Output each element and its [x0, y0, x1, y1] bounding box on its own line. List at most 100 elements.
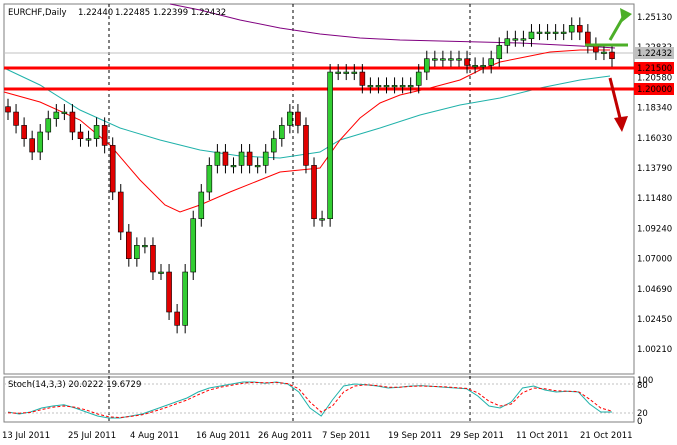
candle [472, 57, 478, 74]
candle [536, 24, 543, 41]
candle [407, 77, 414, 94]
candle [552, 24, 559, 41]
candle [85, 130, 92, 147]
candle [295, 104, 301, 134]
price-tag-box [634, 62, 674, 74]
price-tick-label: 1.16030 [637, 134, 672, 144]
candle [13, 104, 19, 134]
price-tick-label: 1.04690 [637, 285, 672, 295]
candle [399, 77, 406, 94]
candle [182, 264, 188, 334]
price-tick-label: 1.09240 [637, 224, 672, 234]
candle [254, 157, 261, 174]
candle [134, 237, 140, 267]
ma-teal-line [3, 67, 611, 159]
candle [45, 110, 52, 141]
candle [448, 50, 454, 67]
red-down-arrow [608, 77, 628, 132]
price-tick-label: 1.13790 [637, 164, 672, 174]
candle [423, 50, 430, 81]
candle [576, 17, 583, 41]
time-tick-label: 25 Jul 2011 [68, 431, 116, 441]
candle [174, 304, 180, 334]
candle [37, 124, 44, 161]
candle [480, 57, 486, 74]
candle [5, 98, 11, 121]
candle [335, 64, 341, 81]
candle [488, 50, 495, 74]
candle [287, 104, 293, 134]
candle [327, 64, 333, 227]
price-tick-label: 1.07000 [637, 255, 672, 265]
candle [311, 157, 317, 227]
candle [142, 237, 148, 254]
ohlc-header-low: 1.22399 [153, 8, 188, 18]
stoch-signal-line [7, 381, 613, 419]
candle [528, 24, 535, 47]
stoch-tick-0: 0 [637, 417, 642, 427]
time-tick-label: 29 Sep 2011 [450, 431, 504, 441]
candle [61, 104, 68, 121]
stoch-tick-100: 100 [637, 376, 653, 386]
candle [601, 44, 607, 61]
price-tag-label: 1.21500 [637, 64, 672, 74]
candle [456, 50, 462, 67]
stoch-tick-20: 20 [637, 409, 648, 419]
candle [512, 30, 519, 47]
candle [383, 77, 390, 94]
candle [367, 77, 374, 94]
candle [319, 210, 325, 227]
price-tick-label: 1.02450 [637, 315, 672, 325]
time-tick-label: 19 Sep 2011 [388, 431, 442, 441]
candle [464, 50, 470, 74]
stoch-header: Stoch(14,3,3) 20.0222 19.6729 [8, 380, 141, 390]
time-axis: 13 Jul 2011 25 Jul 2011 4 Aug 2011 16 Aug 2… [2, 431, 633, 441]
candles [5, 17, 615, 334]
ohlc-header-high: 1.22485 [115, 8, 150, 18]
candle [262, 144, 269, 174]
price-tag-label: 1.22432 [637, 49, 672, 59]
candle [375, 77, 382, 94]
ohlc-header-symbol: EURCHF,Daily [8, 8, 67, 18]
candle [440, 50, 446, 67]
candle [214, 144, 221, 174]
candle [279, 117, 285, 147]
time-tick-label: 21 Oct 2011 [580, 431, 633, 441]
candle [69, 104, 76, 141]
candle [432, 50, 438, 67]
candle [391, 77, 398, 94]
candle [343, 64, 350, 81]
candle [568, 17, 575, 41]
candle [126, 224, 132, 267]
candle [303, 117, 309, 174]
price-tag-box [634, 47, 674, 59]
time-tick-label: 26 Aug 2011 [258, 431, 312, 441]
price-tick-label: 1.00210 [637, 345, 672, 355]
candle [198, 184, 205, 227]
candle [109, 137, 116, 201]
candle [359, 64, 366, 94]
candle [415, 64, 422, 94]
candle [190, 210, 197, 281]
candle [53, 104, 60, 127]
candle [544, 24, 551, 41]
candle [166, 264, 172, 321]
candle [117, 184, 124, 241]
candle [504, 30, 511, 54]
candle [93, 117, 100, 147]
price-tag-label: 1.20000 [637, 85, 672, 95]
stoch-main-line [7, 381, 612, 419]
candle [230, 157, 237, 174]
green-up-arrow [585, 8, 632, 47]
candle [560, 24, 567, 41]
candle [351, 64, 358, 81]
time-tick-label: 16 Aug 2011 [196, 431, 250, 441]
time-tick-label: 13 Jul 2011 [2, 431, 50, 441]
main-plot-frame [3, 3, 635, 375]
price-tick-label: 1.18340 [637, 104, 672, 114]
candle [77, 124, 84, 147]
ma-purple-line [169, 3, 616, 49]
ma-red-line [3, 49, 610, 213]
time-tick-label: 4 Aug 2011 [130, 431, 179, 441]
